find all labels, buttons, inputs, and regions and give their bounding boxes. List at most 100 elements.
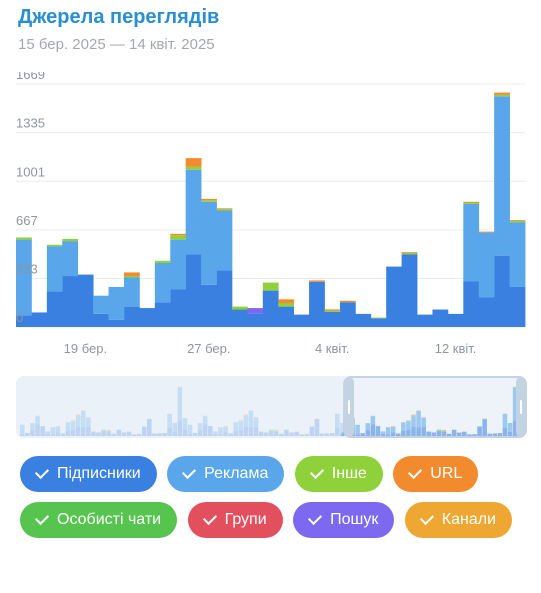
bar-segment[interactable] — [154, 302, 171, 327]
bar-segment[interactable] — [324, 309, 341, 311]
bar-segment[interactable] — [509, 219, 526, 221]
bar-segment[interactable] — [494, 96, 510, 256]
bar-segment[interactable] — [278, 299, 295, 303]
legend-chip-other[interactable]: Інше — [294, 456, 383, 492]
bar-segment[interactable] — [46, 291, 63, 327]
bar-segment[interactable] — [494, 94, 510, 97]
x-tick-label: 12 квіт. — [435, 341, 477, 356]
bar-segment[interactable] — [401, 252, 418, 253]
bar-segment[interactable] — [463, 203, 480, 282]
bar-segment[interactable] — [31, 312, 48, 327]
navigator-bar — [487, 433, 493, 436]
bar-segment[interactable] — [478, 297, 495, 327]
navigator-bar — [365, 430, 371, 436]
bar-segment[interactable] — [386, 266, 403, 327]
navigator-bar — [370, 424, 376, 436]
bar-segment[interactable] — [216, 270, 233, 327]
bar-segment[interactable] — [93, 295, 109, 314]
bar-segment[interactable] — [339, 300, 356, 303]
legend-chip-search[interactable]: Пошук — [293, 502, 395, 538]
bar-segment[interactable] — [278, 302, 295, 307]
bar-segment[interactable] — [123, 276, 140, 278]
bar-segment[interactable] — [401, 252, 418, 255]
main-chart[interactable]: 0 333 667 1001 1335 1669 19 бер. 27 бер. 4 квіт.… — [0, 72, 541, 367]
bar-segment[interactable] — [370, 318, 387, 327]
bar-segment[interactable] — [93, 313, 109, 327]
bar-segment[interactable] — [123, 306, 140, 327]
bar-segment[interactable] — [463, 281, 480, 327]
legend-chip-subscribers[interactable]: Підписники — [20, 456, 157, 492]
bar-segment[interactable] — [108, 286, 125, 320]
legend-chip-private-chats[interactable]: Особисті чати — [20, 502, 178, 538]
bar-segment[interactable] — [185, 166, 202, 170]
navigator-bar — [441, 430, 447, 432]
bar-segment[interactable] — [16, 237, 32, 240]
bar-segment[interactable] — [46, 244, 63, 247]
bar-segment[interactable] — [509, 220, 526, 223]
bar-segment[interactable] — [170, 239, 187, 290]
bar-segment[interactable] — [355, 313, 372, 327]
bar-segment[interactable] — [401, 254, 418, 327]
bar-segment[interactable] — [46, 246, 63, 292]
legend-chip-url[interactable]: URL — [393, 456, 479, 492]
navigator-chart[interactable] — [16, 376, 527, 438]
legend-chip-groups[interactable]: Групи — [187, 502, 283, 538]
navigator-bar — [507, 431, 513, 436]
bar-segment[interactable] — [216, 208, 233, 210]
bar-segment[interactable] — [154, 260, 171, 263]
y-tick-label: 333 — [16, 262, 38, 277]
bar-segment[interactable] — [247, 313, 264, 327]
legend-chip-channels[interactable]: Канали — [404, 502, 513, 538]
bar-segment[interactable] — [139, 308, 156, 327]
bar-segment[interactable] — [231, 306, 248, 310]
bar-segment[interactable] — [123, 277, 140, 307]
bar-segment[interactable] — [463, 201, 480, 203]
bar-segment[interactable] — [170, 233, 187, 236]
bar-segment[interactable] — [201, 200, 217, 202]
bar-segment[interactable] — [201, 198, 217, 201]
navigator-bar — [456, 432, 462, 436]
bar-segment[interactable] — [216, 210, 233, 271]
bar-segment[interactable] — [262, 282, 279, 291]
bar-segment[interactable] — [185, 158, 202, 167]
bar-segment[interactable] — [62, 238, 79, 242]
bar-segment[interactable] — [509, 286, 526, 327]
bar-segment[interactable] — [231, 309, 248, 327]
bar-segment[interactable] — [494, 92, 510, 95]
bar-segment[interactable] — [16, 315, 32, 327]
bar-segment[interactable] — [108, 319, 125, 327]
bar-segment[interactable] — [16, 239, 32, 316]
bar-segment[interactable] — [463, 202, 480, 204]
bar-segment[interactable] — [309, 281, 325, 327]
bar-segment[interactable] — [185, 169, 202, 255]
bar-segment[interactable] — [170, 289, 187, 327]
bar-segment[interactable] — [216, 209, 233, 211]
bar-segment[interactable] — [293, 314, 310, 327]
bar-segment[interactable] — [324, 310, 341, 312]
bar-segment[interactable] — [309, 280, 325, 282]
bar-segment[interactable] — [247, 308, 264, 314]
bar-segment[interactable] — [324, 311, 341, 327]
bar-segment[interactable] — [478, 232, 495, 298]
legend-chip-ads[interactable]: Реклама — [167, 456, 285, 492]
bar-segment[interactable] — [494, 255, 510, 327]
bar-segment[interactable] — [62, 276, 79, 327]
bar-segment[interactable] — [185, 254, 202, 327]
navigator-bar — [411, 416, 416, 427]
bar-segment[interactable] — [339, 302, 356, 327]
bar-segment[interactable] — [262, 290, 279, 327]
bar-segment[interactable] — [370, 317, 387, 319]
bar-segment[interactable] — [154, 262, 171, 303]
bar-segment[interactable] — [201, 284, 217, 327]
bar-segment[interactable] — [509, 222, 526, 287]
bar-segment[interactable] — [77, 274, 94, 327]
bar-segment[interactable] — [432, 309, 449, 327]
bar-segment[interactable] — [417, 314, 433, 327]
bar-segment[interactable] — [62, 241, 79, 277]
bar-segment[interactable] — [478, 231, 495, 233]
bar-segment[interactable] — [201, 201, 217, 285]
bar-segment[interactable] — [447, 313, 464, 327]
bar-segment[interactable] — [170, 235, 187, 240]
bar-segment[interactable] — [123, 272, 140, 277]
bar-segment[interactable] — [278, 306, 295, 327]
